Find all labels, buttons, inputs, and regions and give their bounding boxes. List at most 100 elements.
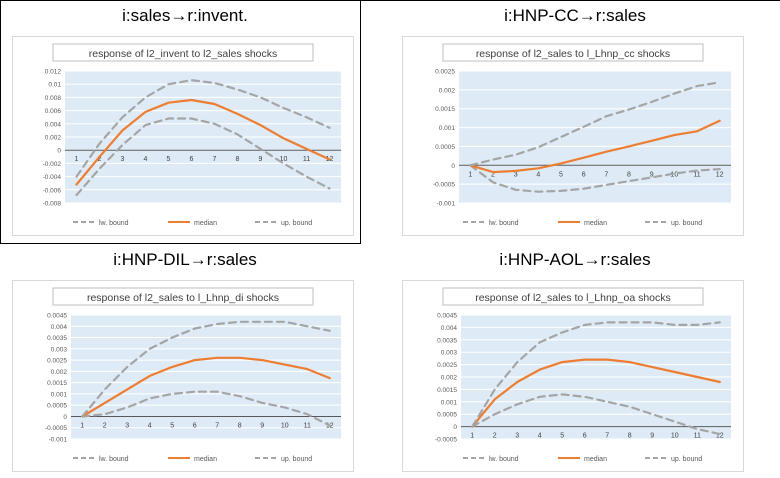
legend-label: lw. bound (99, 220, 129, 227)
legend-label: median (584, 456, 607, 463)
y-tick-label: 0.003 (51, 346, 68, 353)
chart-svg: response of l2_sales to l_Lhnp_di shocks… (45, 287, 341, 463)
series-line-upbound (75, 79, 331, 178)
y-tick-label: 0.002 (45, 135, 62, 142)
series-line-lwbound (469, 164, 721, 193)
frame-divider-line (360, 0, 361, 243)
series-line-median (469, 119, 721, 174)
x-tick-label: 10 (670, 171, 678, 178)
x-tick-label: 9 (650, 433, 654, 440)
chart-container: response of l2_invent to l2_sales shocks… (12, 36, 354, 236)
chart-title: response of l2_invent to l2_sales shocks (89, 48, 278, 60)
chart-title: response of l2_sales to l_Lhnp_cc shocks (476, 48, 670, 60)
y-tick-label: 0.0035 (47, 335, 67, 342)
x-tick-label: 3 (125, 422, 129, 429)
x-tick-label: 8 (238, 422, 242, 429)
x-tick-label: 1 (75, 156, 79, 163)
y-tick-label: 0.002 (51, 369, 68, 376)
x-tick-label: 5 (560, 433, 564, 440)
chart-svg: response of l2_sales to l_Lhnp_cc shocks… (433, 43, 731, 227)
y-tick-label: 0.001 (441, 399, 458, 406)
y-tick-label: 0.004 (45, 121, 62, 128)
chart-title-box (442, 287, 704, 306)
x-tick-label: 10 (281, 422, 289, 429)
chart-title: response of l2_sales to l_Lhnp_di shocks (87, 292, 279, 304)
y-tick-label: 0 (57, 148, 61, 155)
series-line-lwbound (81, 390, 331, 427)
y-tick-label: 0.0025 (435, 69, 455, 76)
x-tick-label: 7 (604, 171, 608, 178)
y-tick-label: 0.0005 (437, 412, 457, 419)
chart-title: response of l2_sales to l_Lhnp_oa shocks (475, 292, 671, 304)
panel-heading: i:sales→r:invent. (122, 6, 248, 25)
series-line-upbound (81, 320, 331, 418)
x-tick-label: 2 (103, 422, 107, 429)
chart-title-box (442, 43, 704, 62)
y-tick-label: -0.0005 (435, 437, 457, 444)
series-line-lwbound (471, 393, 721, 436)
x-tick-label: 4 (538, 433, 542, 440)
x-tick-label: 9 (260, 422, 264, 429)
chart-container: response of l2_sales to l_Lhnp_di shocks… (12, 280, 354, 472)
legend-label: lw. bound (489, 220, 519, 227)
legend-label: lw. bound (489, 456, 519, 463)
y-tick-label: 0.0035 (437, 337, 457, 344)
legend-label: up. bound (281, 456, 312, 463)
y-tick-label: 0.003 (441, 350, 458, 357)
series-line-upbound (469, 81, 721, 167)
x-tick-label: 11 (303, 156, 310, 163)
y-tick-label: -0.008 (43, 201, 62, 208)
frame-left-line (0, 0, 1, 243)
y-tick-label: 0.004 (51, 324, 68, 331)
panel-heading: i:HNP-DIL→r:sales (113, 250, 257, 269)
chart-container: response of l2_sales to l_Lhnp_cc shocks… (402, 36, 744, 236)
x-tick-label: 7 (605, 433, 609, 440)
series-line-median (75, 98, 331, 186)
y-tick-label: -0.004 (43, 174, 62, 181)
x-tick-label: 8 (236, 156, 240, 163)
x-tick-label: 8 (627, 171, 631, 178)
legend-label: up. bound (671, 456, 702, 463)
y-tick-label: 0.008 (45, 95, 62, 102)
x-tick-label: 6 (583, 433, 587, 440)
panel-heading: i:HNP-CC→r:sales (504, 6, 646, 25)
x-tick-label: 2 (98, 156, 102, 163)
y-tick-label: 0.001 (439, 125, 456, 132)
y-tick-label: 0.002 (441, 375, 458, 382)
y-tick-label: -0.001 (437, 201, 456, 208)
y-tick-label: 0.001 (51, 391, 68, 398)
x-tick-label: 2 (491, 171, 495, 178)
x-tick-label: 4 (536, 171, 540, 178)
legend-label: up. bound (671, 220, 702, 227)
x-tick-label: 6 (190, 156, 194, 163)
y-tick-label: -0.0005 (433, 182, 455, 189)
x-tick-label: 11 (693, 171, 700, 178)
x-tick-label: 3 (121, 156, 125, 163)
x-tick-label: 12 (716, 433, 724, 440)
y-tick-label: 0.0015 (47, 380, 67, 387)
x-tick-label: 3 (514, 171, 518, 178)
x-tick-label: 1 (470, 433, 474, 440)
x-tick-label: 4 (148, 422, 152, 429)
plot-area (71, 315, 341, 439)
chart-svg: response of l2_invent to l2_sales shocks… (43, 43, 341, 227)
legend-label: up. bound (281, 220, 312, 227)
y-tick-label: 0 (451, 163, 455, 170)
x-tick-label: 1 (80, 422, 84, 429)
y-tick-label: -0.0005 (45, 425, 67, 432)
y-tick-label: -0.006 (43, 187, 62, 194)
y-tick-label: -0.002 (43, 161, 62, 168)
series-line-median (471, 358, 721, 428)
x-tick-label: 8 (628, 433, 632, 440)
chart-title-box (52, 43, 314, 62)
x-tick-label: 5 (559, 171, 563, 178)
chart-title-box (52, 287, 314, 306)
x-tick-label: 12 (716, 171, 724, 178)
y-tick-label: 0.0005 (47, 403, 67, 410)
x-tick-label: 11 (694, 433, 701, 440)
panel-heading: i:HNP-AOL→r:sales (499, 250, 651, 269)
chart-container: response of l2_sales to l_Lhnp_oa shocks… (402, 280, 744, 472)
y-tick-label: 0.002 (439, 87, 456, 94)
y-tick-label: 0.0045 (47, 313, 67, 320)
legend-label: lw. bound (99, 456, 129, 463)
